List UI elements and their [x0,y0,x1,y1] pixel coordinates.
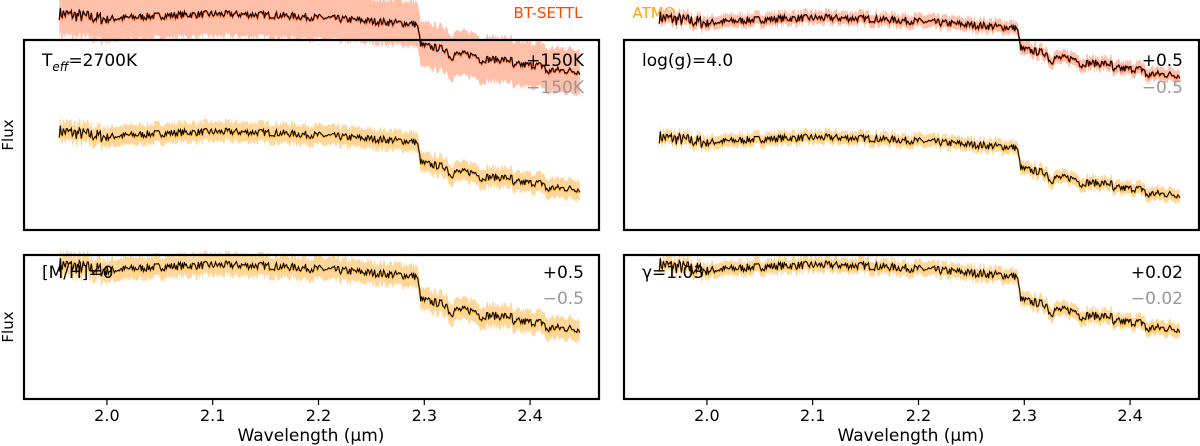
xtick-label: 2.1 [800,406,825,425]
panel-teff-atmo-band [59,115,580,202]
panel-logg: log(g)=4.0 +0.5 −0.5 [622,5,1200,232]
xtick-label: 2.2 [306,406,331,425]
panel-logg-delta-plus: +0.5 [1142,51,1183,71]
xtick-label: 2.0 [694,406,719,425]
panel-metallicity-delta-plus: +0.5 [543,263,584,283]
panel-metallicity-xticks: 2.0 2.1 2.2 2.3 2.4 [94,399,543,425]
panel-logg-atmo-data-line [658,131,1181,199]
panel-teff-delta-minus: −150K [526,78,585,98]
panel-teff-delta-plus: +150K [526,51,585,71]
panel-metallicity-delta-minus: −0.5 [543,289,584,309]
panel-teff-atmo-data-line [58,125,581,193]
panel-teff-bt-settl-band [59,0,580,97]
panel-gamma: γ=1.03 +0.02 −0.02 2.0 2.1 2.2 2.3 2.4 Wavel… [622,251,1200,446]
panel-logg-atmo-band [659,124,1180,205]
panel-logg-bt-settl-data-line [658,11,1181,79]
panel-teff-parameter-label: Teff=2700K [41,51,138,74]
panel-metallicity-xlabel: Wavelength (µm) [238,426,385,446]
panel-logg-delta-minus: −0.5 [1142,78,1183,98]
panel-metallicity-frame [22,253,601,401]
panel-gamma-xticks: 2.0 2.1 2.2 2.3 2.4 [694,399,1143,425]
panel-metallicity-ylabel: Flux [0,311,17,342]
panel-gamma-plot [658,251,1181,340]
xtick-label: 2.1 [200,406,225,425]
panel-metallicity-atmo-data-line [58,258,581,334]
xtick-label: 2.0 [94,406,119,425]
legend-bt-settl: BT-SETTL [514,4,584,22]
panel-teff-plot [58,0,581,202]
panel-metallicity: [M/H]=0 +0.5 −0.5 Flux 2.0 2.1 2.2 2.3 2.4 W… [0,247,601,446]
panel-gamma-atmo-band [659,251,1180,340]
figure-legend: BT-SETTL ATMO [514,4,676,22]
panel-metallicity-atmo-band [59,247,580,344]
panel-gamma-parameter-label: γ=1.03 [642,263,704,283]
xtick-label: 2.3 [1012,406,1037,425]
xtick-label: 2.2 [906,406,931,425]
panel-logg-bt-settl-band [659,5,1180,85]
panel-teff-frame [22,38,601,232]
xtick-label: 2.4 [1117,406,1142,425]
panel-logg-frame [622,38,1200,232]
panel-logg-parameter-label: log(g)=4.0 [642,51,733,71]
xtick-label: 2.4 [517,406,542,425]
panel-metallicity-parameter-label: [M/H]=0 [42,263,114,283]
panel-gamma-delta-minus: −0.02 [1131,289,1183,309]
panel-gamma-frame [622,253,1200,401]
panel-gamma-delta-plus: +0.02 [1131,263,1183,283]
panel-teff-ylabel: Flux [0,119,17,150]
panel-teff: Teff=2700K +150K −150K Flux [0,0,601,232]
panel-metallicity-plot [58,247,581,344]
xtick-label: 2.3 [412,406,437,425]
panel-logg-plot [658,5,1181,205]
panel-teff-bt-settl-data-line [58,7,581,76]
panel-gamma-atmo-data-line [658,258,1181,334]
panel-gamma-xlabel: Wavelength (µm) [838,426,985,446]
